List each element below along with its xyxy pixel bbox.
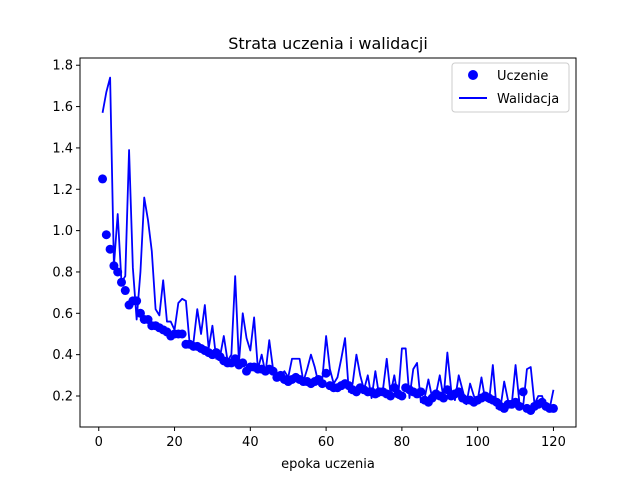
x-tick-label: 120 — [541, 435, 566, 450]
y-tick-label: 0.8 — [52, 265, 73, 280]
x-tick-label: 100 — [465, 435, 490, 450]
point-uczenie — [548, 403, 558, 413]
x-tick-label: 20 — [166, 435, 183, 450]
x-tick-label: 80 — [394, 435, 411, 450]
legend: Uczenie Walidacja — [451, 62, 570, 113]
y-tick-label: 0.2 — [52, 389, 73, 404]
point-uczenie — [518, 387, 528, 397]
y-tick-label: 1.6 — [52, 100, 73, 115]
legend-marker-uczenie — [468, 70, 478, 80]
point-uczenie — [101, 230, 111, 240]
chart-title: Strata uczenia i walidacji — [228, 34, 428, 53]
y-tick-label: 0.4 — [52, 348, 73, 363]
y-tick-label: 1.2 — [52, 183, 73, 198]
point-uczenie — [132, 296, 142, 306]
plot-frame — [79, 57, 577, 428]
point-uczenie — [116, 277, 126, 287]
x-tick-label: 60 — [318, 435, 335, 450]
point-uczenie — [321, 368, 331, 378]
legend-label-uczenie: Uczenie — [497, 69, 548, 84]
x-tick-label: 0 — [95, 435, 103, 450]
point-uczenie — [386, 391, 396, 401]
y-tick-label: 1.0 — [52, 224, 73, 239]
y-tick-label: 0.6 — [52, 307, 73, 322]
y-tick-label: 1.8 — [52, 59, 73, 74]
x-tick-label: 40 — [242, 435, 259, 450]
point-uczenie — [98, 174, 108, 184]
point-uczenie — [416, 387, 426, 397]
point-uczenie — [514, 401, 524, 411]
point-uczenie — [317, 379, 327, 389]
x-axis-label: epoka uczenia — [281, 457, 375, 472]
point-uczenie — [113, 267, 123, 277]
legend-label-walidacja: Walidacja — [497, 92, 559, 107]
point-uczenie — [397, 391, 407, 401]
point-uczenie — [120, 286, 130, 296]
legend-box — [451, 62, 570, 113]
point-uczenie — [177, 329, 187, 339]
y-tick-label: 1.4 — [52, 141, 73, 156]
point-uczenie — [105, 244, 115, 254]
point-uczenie — [238, 358, 248, 368]
point-uczenie — [439, 393, 449, 403]
